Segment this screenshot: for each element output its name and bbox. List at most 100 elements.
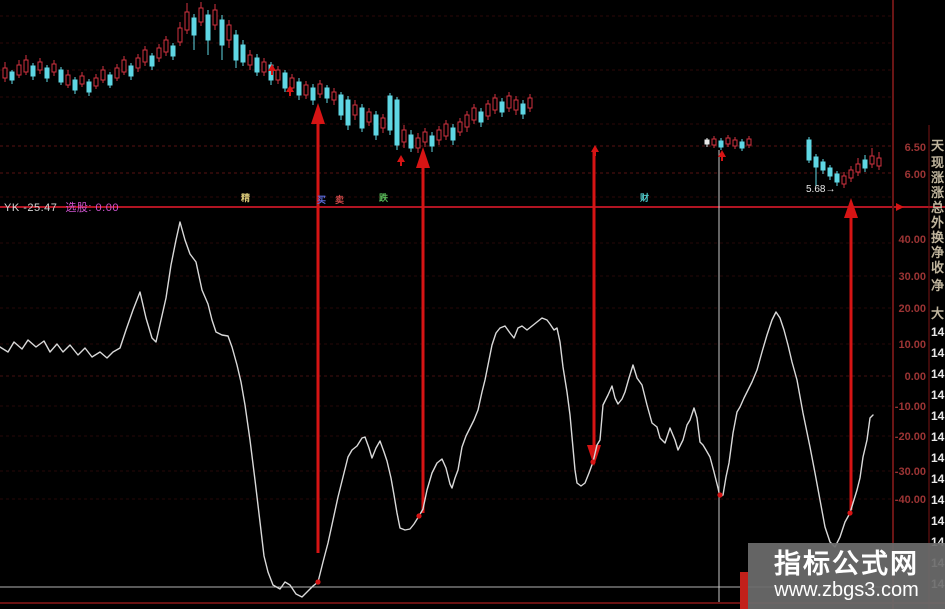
candle-body bbox=[401, 129, 407, 143]
axis-tick-label: 6.00 bbox=[905, 169, 926, 181]
marker-char: 跌 bbox=[379, 192, 389, 203]
candle-body bbox=[65, 74, 71, 86]
small-arrow-icon bbox=[591, 145, 599, 152]
candle-body bbox=[813, 156, 819, 168]
candle-body bbox=[324, 87, 330, 99]
signal-dot bbox=[315, 579, 321, 585]
quote-time-cell: 14: bbox=[931, 493, 945, 507]
signal-dot bbox=[847, 510, 853, 516]
candle-body bbox=[107, 74, 113, 86]
candle-body bbox=[834, 173, 840, 183]
quote-time-cell: 14: bbox=[931, 409, 945, 423]
signal-dot bbox=[590, 459, 596, 465]
candle-body bbox=[876, 157, 882, 167]
candle-body bbox=[79, 75, 85, 85]
marker-char: 财 bbox=[639, 192, 649, 203]
candle-body bbox=[310, 87, 316, 101]
candle-body bbox=[149, 55, 155, 67]
candle-body bbox=[513, 99, 519, 111]
candle-body bbox=[142, 49, 148, 63]
candle-body bbox=[718, 140, 724, 148]
candle-body bbox=[317, 83, 323, 95]
candle-body bbox=[282, 72, 288, 89]
candle-body bbox=[394, 99, 400, 146]
candle-body bbox=[58, 69, 64, 83]
quote-time-cell: 14: bbox=[931, 451, 945, 465]
quote-field-label: 换 bbox=[931, 230, 945, 245]
candle-body bbox=[485, 103, 491, 117]
candle-body bbox=[261, 61, 267, 73]
watermark-red-strip bbox=[740, 572, 748, 609]
candle-body bbox=[739, 141, 745, 149]
candle-body bbox=[464, 114, 470, 128]
quote-time-cell: 14: bbox=[931, 325, 945, 339]
candle-body bbox=[520, 103, 526, 115]
candle-body bbox=[170, 45, 176, 57]
quote-field-label: 大 bbox=[931, 306, 944, 321]
candle-body bbox=[114, 67, 120, 79]
candle-body bbox=[732, 139, 738, 147]
quote-time-cell: 14: bbox=[931, 367, 945, 381]
quote-field-label: 涨 bbox=[930, 170, 944, 185]
small-arrow-icon bbox=[721, 157, 723, 161]
quote-field-label: 天 bbox=[931, 138, 945, 153]
quote-field-label: 净 bbox=[931, 278, 944, 293]
quote-field-label: 外 bbox=[930, 215, 944, 230]
candle-body bbox=[37, 61, 43, 71]
small-arrow-icon bbox=[718, 150, 726, 157]
quote-time-cell: 14: bbox=[931, 514, 945, 528]
candle-body bbox=[380, 117, 386, 129]
candle-body bbox=[422, 131, 428, 143]
candle-body bbox=[869, 155, 875, 165]
candle-body bbox=[184, 11, 190, 31]
axis-tick-label: 30.00 bbox=[898, 271, 926, 283]
indicator-line bbox=[0, 221, 874, 598]
candle-body bbox=[478, 111, 484, 123]
candle-body bbox=[457, 121, 463, 133]
candle-body bbox=[16, 64, 22, 76]
candle-body bbox=[352, 104, 358, 116]
candle-body bbox=[366, 111, 372, 123]
axis-tick-label: 20.00 bbox=[898, 303, 926, 315]
quote-field-label: 涨 bbox=[930, 185, 944, 200]
candle-body bbox=[198, 7, 204, 23]
watermark-box: 指标公式网 www.zbgs3.com bbox=[748, 543, 945, 609]
quote-field-label: 总 bbox=[931, 200, 944, 215]
candle-body bbox=[450, 127, 456, 141]
candle-body bbox=[121, 59, 127, 73]
candle-body bbox=[226, 24, 232, 41]
candle-body bbox=[296, 81, 302, 96]
marker-char: 买 bbox=[317, 195, 326, 205]
candle-body bbox=[219, 19, 225, 46]
axis-arrow-icon bbox=[896, 203, 904, 211]
watermark-url: www.zbgs3.com bbox=[774, 579, 919, 602]
candle-body bbox=[51, 63, 57, 73]
buy-signal-arrowhead bbox=[844, 198, 858, 218]
candle-body bbox=[9, 71, 15, 81]
candle-body bbox=[359, 107, 365, 129]
candle-body bbox=[345, 99, 351, 126]
candle-body bbox=[240, 44, 246, 63]
candle-body bbox=[44, 67, 50, 79]
axis-tick-label: -40.00 bbox=[895, 494, 926, 506]
candle-body bbox=[205, 14, 211, 41]
candle-body bbox=[331, 91, 337, 101]
axis-tick-label: 40.00 bbox=[898, 234, 926, 246]
quote-time-cell: 14: bbox=[931, 346, 945, 360]
candle-body bbox=[86, 81, 92, 93]
candle-body bbox=[72, 79, 78, 91]
candle-body bbox=[247, 54, 253, 66]
candle-body bbox=[156, 47, 162, 59]
watermark-title: 指标公式网 bbox=[774, 548, 919, 579]
candle-body bbox=[506, 95, 512, 109]
candle-body bbox=[177, 27, 183, 43]
candle-body bbox=[429, 135, 435, 147]
candle-body bbox=[30, 65, 36, 77]
candle-body bbox=[820, 161, 826, 171]
quote-time-cell: 14: bbox=[931, 430, 945, 444]
quote-time-cell: 14: bbox=[931, 472, 945, 486]
candle-body bbox=[387, 95, 393, 131]
axis-tick-label: -20.00 bbox=[895, 431, 926, 443]
candle-body bbox=[2, 67, 8, 79]
